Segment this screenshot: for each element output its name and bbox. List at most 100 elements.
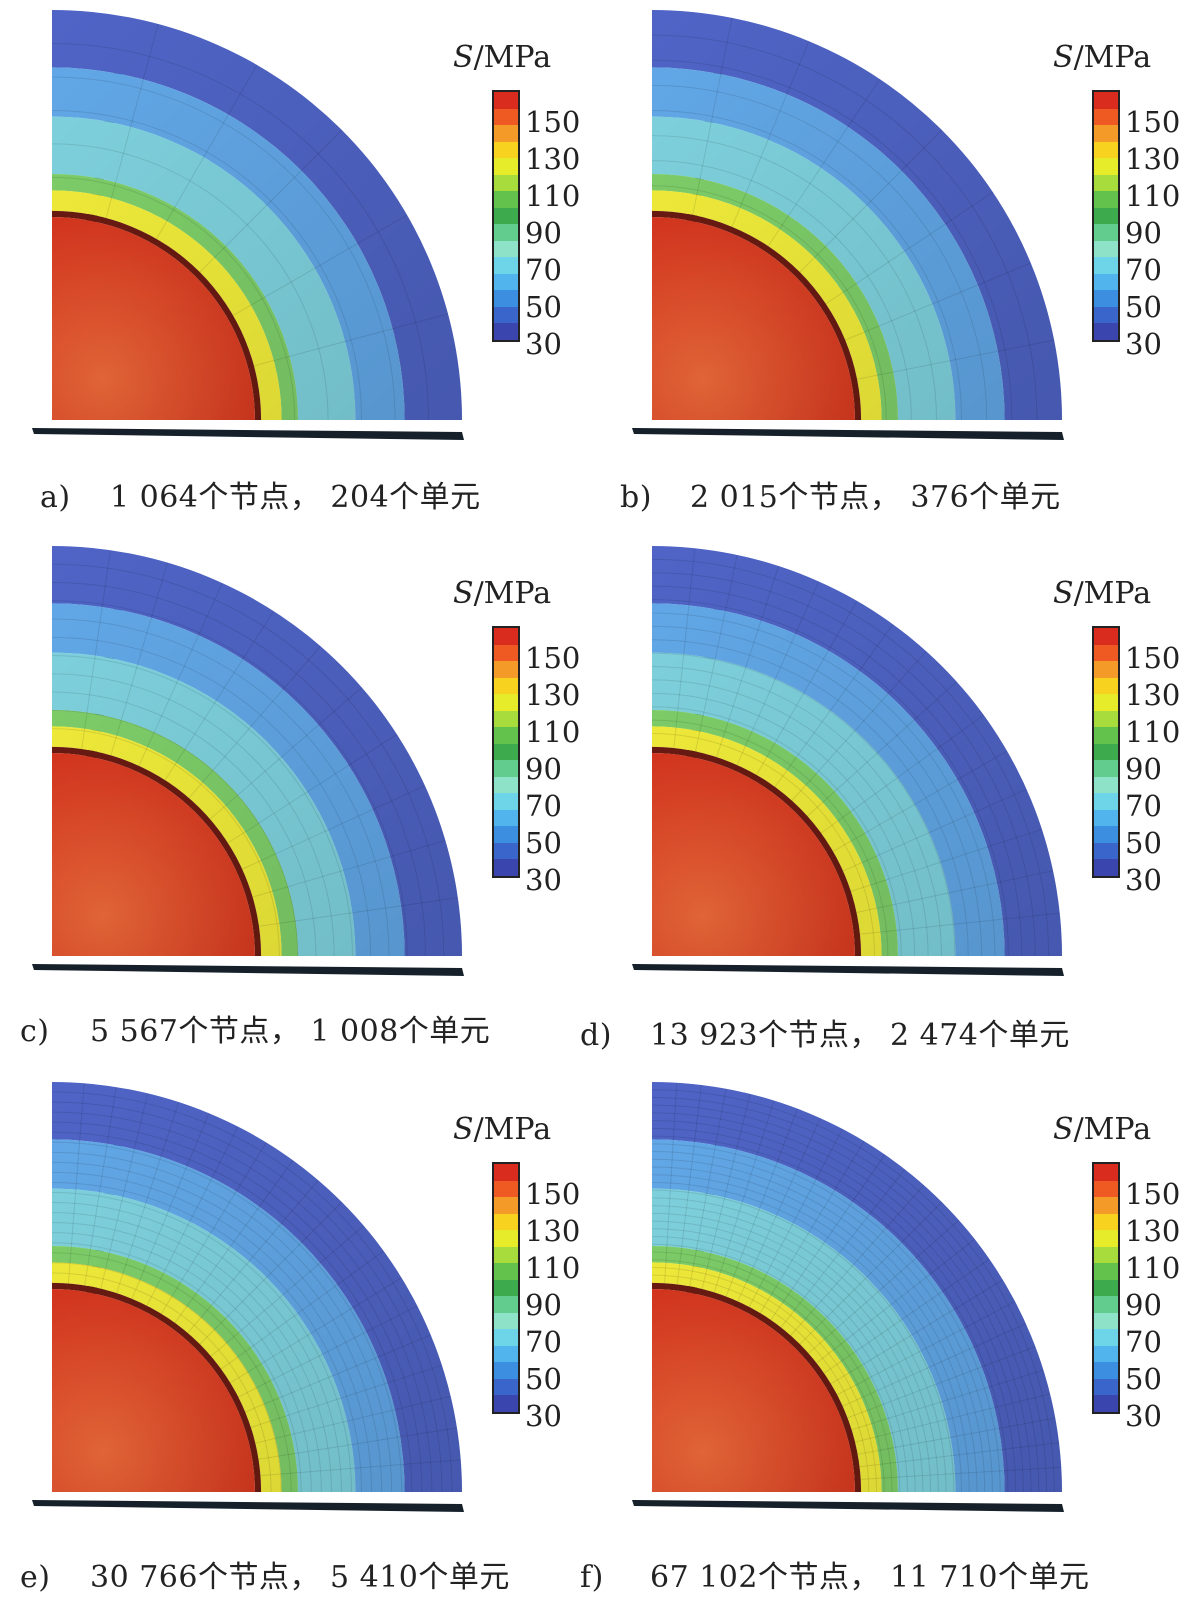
colorbar-band — [1094, 760, 1118, 777]
legend-unit: /MPa — [1073, 576, 1152, 611]
colorbar-band — [1094, 1246, 1118, 1264]
colorbar-band — [494, 1279, 518, 1297]
legend-tick: 110 — [525, 715, 581, 749]
colorbar-band — [494, 743, 518, 761]
mesh-lines — [51, 550, 458, 957]
panel-caption: b) 2 015个节点， 376个单元 — [620, 472, 1061, 516]
colorbar-band — [494, 290, 518, 307]
colorbar-band — [494, 92, 518, 109]
mesh-lines — [651, 17, 1055, 421]
colorbar-band — [1094, 257, 1118, 274]
legend-tick: 150 — [1125, 105, 1181, 139]
colorbar-band — [1094, 1378, 1118, 1396]
colorbar-band — [494, 842, 518, 860]
legend-tick: 70 — [525, 789, 562, 823]
colorbar-band — [494, 1263, 518, 1280]
colorbar-band — [494, 793, 518, 810]
legend-tick: 90 — [1125, 752, 1162, 786]
legend-tick: 30 — [525, 1399, 562, 1433]
legend-symbol: S — [453, 1112, 474, 1147]
colorbar-band — [494, 677, 518, 695]
colorbar-band — [494, 224, 518, 241]
colorbar — [1092, 626, 1120, 878]
colorbar-band — [494, 776, 518, 794]
legend-tick: 70 — [1125, 789, 1162, 823]
colorbar-band — [494, 1378, 518, 1396]
legend-tick: 50 — [1125, 290, 1162, 324]
colorbar-band — [494, 1395, 518, 1412]
legend-tick: 130 — [1125, 678, 1181, 712]
legend-tick: 90 — [525, 216, 562, 250]
legend-tick: 110 — [525, 179, 581, 213]
stress-contour-octant — [32, 1082, 464, 1512]
colorbar-band — [1094, 1180, 1118, 1198]
colorbar-band — [1094, 1197, 1118, 1214]
colorbar-band — [494, 760, 518, 777]
colorbar-band — [494, 323, 518, 340]
colorbar-band — [494, 644, 518, 662]
legend-tick: 70 — [1125, 1325, 1162, 1359]
panel-d: S/MPa 150 130 110 90 70 50 30 d) 13 923个节点， 2 47… — [580, 536, 1200, 1072]
colorbar-band — [1094, 1312, 1118, 1330]
panel-caption: c) 5 567个节点， 1 008个单元 — [20, 1006, 490, 1050]
caption-text: 67 102个节点， 11 710个单元 — [650, 1560, 1090, 1595]
colorbar-band — [1094, 694, 1118, 711]
colorbar-band — [494, 158, 518, 175]
legend-title: S/MPa — [453, 40, 551, 75]
legend-tick: 90 — [1125, 1288, 1162, 1322]
colorbar-band — [1094, 661, 1118, 678]
legend-symbol: S — [1053, 576, 1074, 611]
colorbar-band — [1094, 776, 1118, 794]
panel-e: S/MPa 150 130 110 90 70 50 30 e) 30 766个节点， 5 41… — [0, 1072, 600, 1608]
panel-label: c) — [20, 1014, 50, 1049]
colorbar-band — [1094, 1395, 1118, 1412]
panel-c: S/MPa 150 130 110 90 70 50 30 c) 5 567个节点， 1 008… — [0, 536, 600, 1072]
colorbar-band — [1094, 1296, 1118, 1313]
stress-contour-octant — [32, 546, 464, 976]
colorbar — [492, 1162, 520, 1414]
colorbar-band — [1094, 1230, 1118, 1247]
colorbar-band — [1094, 92, 1118, 109]
colorbar-band — [494, 125, 518, 142]
colorbar-band — [1094, 323, 1118, 340]
legend-tick: 130 — [1125, 142, 1181, 176]
colorbar-band — [1094, 710, 1118, 728]
colorbar-band — [1094, 141, 1118, 159]
colorbar-band — [1094, 809, 1118, 827]
legend-tick: 110 — [1125, 179, 1181, 213]
panel-caption: a) 1 064个节点， 204个单元 — [40, 472, 481, 516]
colorbar-band — [1094, 1329, 1118, 1346]
panel-caption: e) 30 766个节点， 5 410个单元 — [20, 1552, 510, 1596]
colorbar-band — [494, 191, 518, 208]
panel-label: a) — [40, 480, 71, 515]
legend-tick: 90 — [525, 752, 562, 786]
legend-tick: 130 — [1125, 1214, 1181, 1248]
legend-title: S/MPa — [1053, 1112, 1151, 1147]
colorbar-band — [1094, 1279, 1118, 1297]
colorbar-band — [1094, 793, 1118, 810]
colorbar-band — [494, 240, 518, 258]
colorbar-band — [494, 207, 518, 225]
legend-tick: 30 — [1125, 327, 1162, 361]
colorbar-band — [494, 1213, 518, 1231]
colorbar-band — [494, 1197, 518, 1214]
legend-tick: 150 — [1125, 1177, 1181, 1211]
colorbar-band — [1094, 207, 1118, 225]
colorbar-band — [1094, 273, 1118, 291]
colorbar-band — [1094, 224, 1118, 241]
legend-tick: 130 — [525, 678, 581, 712]
colorbar-band — [1094, 826, 1118, 843]
colorbar-band — [494, 174, 518, 192]
legend-tick: 130 — [525, 142, 581, 176]
panel-b: S/MPa 150 130 110 90 70 50 30 b) 2 015个节点， 376个单… — [600, 0, 1200, 536]
legend-tick: 50 — [525, 826, 562, 860]
legend-symbol: S — [453, 576, 474, 611]
colorbar-band — [494, 859, 518, 876]
colorbar — [492, 626, 520, 878]
legend-tick: 30 — [1125, 863, 1162, 897]
legend-symbol: S — [453, 40, 474, 75]
legend-tick: 150 — [1125, 641, 1181, 675]
colorbar-band — [1094, 240, 1118, 258]
legend-tick: 50 — [1125, 826, 1162, 860]
legend-tick: 70 — [1125, 253, 1162, 287]
